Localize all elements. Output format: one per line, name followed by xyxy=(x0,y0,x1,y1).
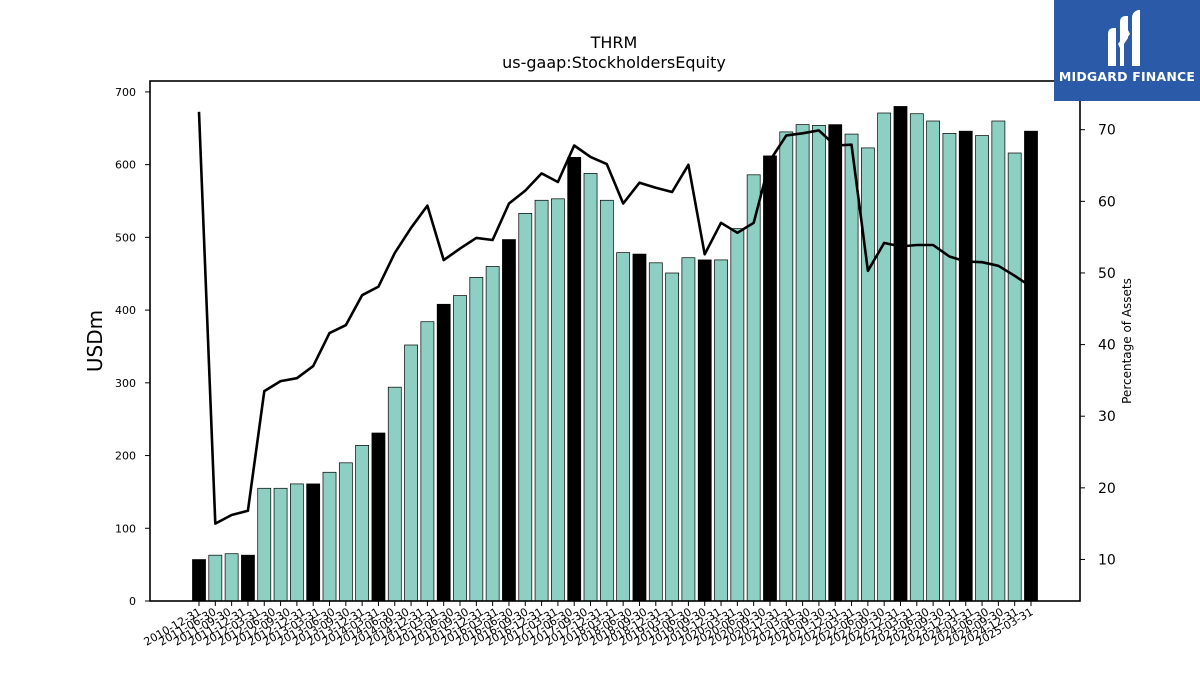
bar xyxy=(338,462,353,602)
y-left-tick-label: 500 xyxy=(115,231,136,244)
bar xyxy=(322,471,337,602)
y-right-tick-label: 60 xyxy=(1098,194,1116,210)
y-right-tick-label: 10 xyxy=(1098,552,1116,568)
chart-subtitle: us-gaap:StockholdersEquity xyxy=(502,53,726,72)
bar xyxy=(387,386,402,602)
y-right-tick-label: 30 xyxy=(1098,409,1116,425)
bar xyxy=(208,554,223,602)
bar xyxy=(746,174,761,602)
bar xyxy=(371,432,386,602)
plot-frame xyxy=(149,80,1081,602)
bar xyxy=(860,147,875,602)
y-axis-right: 10 20 30 40 50 60 70 xyxy=(1080,123,1116,568)
bar xyxy=(420,321,435,602)
midgard-logo-icon xyxy=(1108,10,1140,66)
y-left-tick-label: 100 xyxy=(115,522,136,535)
bar xyxy=(583,173,598,602)
percentage-line xyxy=(197,111,1032,525)
bar xyxy=(599,199,614,602)
bar xyxy=(502,239,516,602)
bar xyxy=(436,303,451,602)
bar xyxy=(812,125,826,602)
bar xyxy=(795,124,810,602)
bar xyxy=(779,131,794,602)
bar xyxy=(844,133,859,602)
bar xyxy=(518,213,533,602)
bar xyxy=(192,559,206,602)
bar xyxy=(991,120,1006,602)
bar xyxy=(909,113,924,602)
bar xyxy=(404,344,418,602)
bar xyxy=(485,266,500,602)
bar xyxy=(877,112,892,602)
bar xyxy=(567,157,582,602)
y-right-tick-label: 50 xyxy=(1098,266,1116,282)
bar xyxy=(958,130,973,602)
y-axis-left-label: USDm xyxy=(83,310,107,372)
y-left-tick-label: 700 xyxy=(115,86,136,99)
line-series xyxy=(197,111,1032,525)
bar xyxy=(828,124,843,602)
bar xyxy=(224,553,239,602)
bar xyxy=(1024,130,1038,602)
bar xyxy=(648,262,663,602)
bar xyxy=(1007,152,1022,602)
brand-logo: MIDGARD FINANCE xyxy=(1054,0,1200,101)
bar xyxy=(257,487,272,602)
y-left-tick-label: 300 xyxy=(115,377,136,390)
bar xyxy=(714,259,728,602)
bar xyxy=(290,483,304,602)
bar xyxy=(632,253,647,602)
bar xyxy=(681,257,696,602)
bar xyxy=(355,445,370,602)
bar xyxy=(975,135,989,602)
y-axis-right-label: Percentage of Assets xyxy=(1120,278,1134,404)
bar xyxy=(665,272,679,602)
bar xyxy=(616,252,631,602)
bar xyxy=(551,198,565,602)
bar xyxy=(273,487,288,602)
bar xyxy=(730,228,745,602)
y-left-tick-label: 200 xyxy=(115,450,136,463)
y-left-tick-label: 400 xyxy=(115,304,136,317)
y-left-tick-label: 0 xyxy=(129,595,136,608)
bar xyxy=(306,483,321,602)
bar xyxy=(241,554,255,602)
y-right-tick-label: 40 xyxy=(1098,338,1116,354)
y-left-tick-label: 600 xyxy=(115,159,136,172)
x-axis: 2010-12-312011-06-302011-09-302011-12-31… xyxy=(142,601,1036,649)
bar xyxy=(469,277,484,602)
bar xyxy=(926,120,940,602)
bar xyxy=(942,133,957,602)
bar xyxy=(697,259,712,602)
brand-name: MIDGARD FINANCE xyxy=(1058,69,1196,84)
y-axis-left: 0 100 200 300 400 500 600 700 xyxy=(115,86,150,608)
y-right-tick-label: 70 xyxy=(1098,123,1116,139)
bar xyxy=(534,199,549,602)
bar xyxy=(763,155,777,602)
chart-title: THRM xyxy=(590,33,638,52)
bar xyxy=(453,295,467,602)
bar xyxy=(893,106,908,602)
y-right-tick-label: 20 xyxy=(1098,481,1116,497)
